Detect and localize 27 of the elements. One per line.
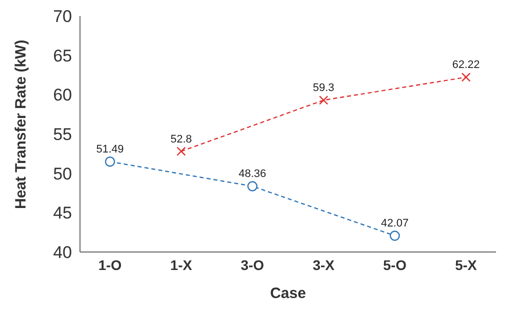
x-tick-label: 5-X — [455, 256, 478, 273]
y-tick-label: 70 — [53, 7, 72, 26]
y-tick-label: 45 — [53, 204, 72, 223]
x-tick-label: 3-X — [312, 256, 336, 273]
data-label: 42.07 — [381, 218, 409, 230]
point — [390, 230, 400, 241]
data-label: 59.3 — [312, 82, 334, 94]
point — [319, 96, 328, 105]
y-axis-title: Heat Transfer Rate (kW) — [12, 40, 30, 209]
point — [104, 156, 116, 167]
data-label: 51.49 — [96, 144, 124, 156]
y-tick-label: 55 — [53, 125, 72, 144]
y-tick-label: 40 — [53, 243, 72, 262]
point — [176, 146, 186, 156]
x-tick-label: 3-O — [240, 256, 264, 273]
point — [461, 72, 471, 82]
y-tick-label: 50 — [53, 164, 72, 184]
data-label: 48.36 — [238, 168, 266, 180]
data-label: 52.8 — [170, 133, 192, 146]
x-tick-label: 1-X — [170, 256, 193, 273]
x-tick-label: 1-O — [98, 256, 122, 273]
data-label: 62.22 — [452, 59, 480, 72]
x-tick-label: 5-O — [383, 256, 407, 273]
x-axis-title: Case — [270, 285, 306, 302]
point — [247, 181, 258, 192]
y-tick-label: 60 — [53, 86, 72, 105]
y-tick-label: 65 — [53, 46, 72, 66]
